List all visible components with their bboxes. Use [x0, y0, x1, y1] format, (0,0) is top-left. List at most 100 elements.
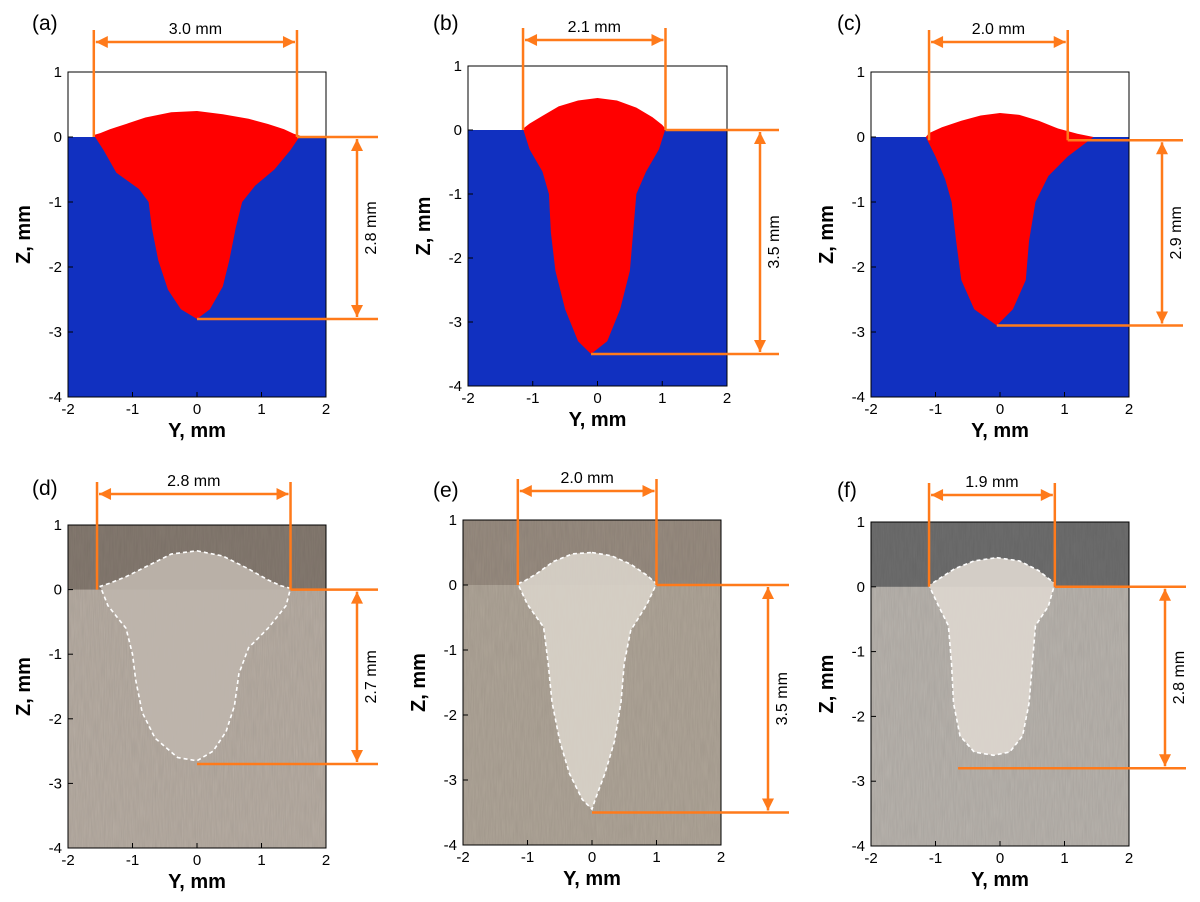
- x-tick-label: -2: [864, 401, 877, 418]
- x-tick-label: -2: [61, 852, 74, 869]
- x-tick-label: 2: [723, 390, 731, 407]
- panel-label: (a): [32, 12, 58, 35]
- y-tick-label: 1: [54, 64, 62, 81]
- depth-arrowhead-bottom: [762, 798, 774, 811]
- plot-area: [871, 72, 1129, 397]
- width-label: 2.0 mm: [560, 470, 613, 487]
- y-tick-label: -3: [852, 773, 865, 790]
- y-tick-label: 1: [857, 514, 865, 531]
- x-tick-label: 1: [257, 852, 265, 869]
- dimension-annotations: 2.0 mm 2.9 mm: [927, 21, 1185, 327]
- width-label: 2.0 mm: [972, 21, 1025, 38]
- dimension-annotations: 2.0 mm 3.5 mm: [516, 470, 791, 814]
- plot-area: [463, 520, 721, 845]
- plot-area: [68, 72, 326, 397]
- dimension-annotations: 2.8 mm 2.7 mm: [95, 473, 380, 766]
- y-tick-label: -4: [49, 840, 62, 857]
- y-tick-label: -2: [852, 259, 865, 276]
- x-axis-title: Y, mm: [971, 420, 1029, 442]
- y-tick-label: 0: [449, 577, 457, 594]
- depth-arrowhead-top: [762, 587, 774, 599]
- panel-label: (e): [433, 479, 459, 502]
- width-arrowhead-left: [95, 36, 108, 48]
- y-tick-label: -4: [49, 389, 62, 406]
- y-tick-label: -4: [852, 389, 865, 406]
- fusion-line: [516, 551, 658, 811]
- fusion-zone: [517, 552, 657, 810]
- panel-e: 10-1-2-3-4-2 -1 0 1 2Y, mmZ, mm(e)2.0 mm3.5 …: [408, 470, 791, 890]
- fusion-line: [928, 556, 1056, 757]
- y-tick-label: -2: [449, 250, 462, 267]
- panel-a: 10-1-2-3-4-2 -1 0 1 2Y, mmZ, mm(a) 3.0 mm2.8 …: [13, 12, 380, 442]
- y-axis-title: Z, mm: [408, 653, 430, 712]
- depth-arrowhead-top: [351, 591, 363, 604]
- width-arrowhead-right: [642, 485, 655, 497]
- width-arrowhead-right: [1040, 489, 1053, 501]
- width-arrowhead-left: [99, 488, 112, 500]
- panel-c: 10-1-2-3-4-2 -1 0 1 2Y, mmZ, mm(c) 2.0 mm2.9 …: [816, 12, 1185, 442]
- depth-arrowhead-top: [754, 132, 766, 144]
- y-tick-label: -1: [49, 194, 62, 211]
- x-tick-label: 1: [652, 849, 660, 866]
- x-tick-label: -2: [461, 390, 474, 407]
- x-tick-label: -2: [864, 850, 877, 867]
- width-arrowhead-right: [1053, 36, 1066, 48]
- x-axis-title: Y, mm: [168, 420, 226, 442]
- molten-pool: [523, 98, 666, 354]
- y-tick-label: -3: [49, 775, 62, 792]
- x-tick-label: 2: [1125, 850, 1133, 867]
- panel-label: (f): [837, 479, 857, 502]
- x-tick-label: 2: [322, 852, 330, 869]
- y-axis-title: Z, mm: [13, 657, 35, 716]
- depth-label: 3.5 mm: [774, 672, 791, 725]
- y-tick-label: 0: [857, 579, 865, 596]
- x-tick-label: 1: [1060, 850, 1068, 867]
- panel-d: 10-1-2-3-4-2 -1 0 1 2Y, mmZ, mm(d) 2.8 mm2.7 …: [13, 473, 380, 893]
- dimension-annotations: 1.9 mm 2.8 mm: [927, 474, 1188, 770]
- width-arrowhead-left: [525, 34, 538, 46]
- y-tick-label: -2: [852, 708, 865, 725]
- depth-label: 3.5 mm: [766, 215, 783, 268]
- x-tick-label: -1: [126, 401, 139, 418]
- y-tick-label: -4: [449, 378, 462, 395]
- y-tick-label: -2: [444, 707, 457, 724]
- y-tick-label: -1: [444, 642, 457, 659]
- x-tick-label: 1: [1060, 401, 1068, 418]
- depth-arrowhead-bottom: [351, 305, 363, 317]
- panel-label: (d): [32, 477, 58, 500]
- depth-label: 2.9 mm: [1168, 206, 1185, 259]
- y-tick-label: -1: [49, 646, 62, 663]
- y-tick-label: -4: [852, 838, 865, 855]
- x-axis-title: Y, mm: [569, 409, 627, 431]
- y-tick-label: 0: [454, 122, 462, 139]
- y-axis-title: Z, mm: [816, 205, 838, 264]
- y-tick-label: -1: [449, 186, 462, 203]
- panel-b: 10-1-2-3-4-2 -1 0 1 2Y, mmZ, mm(b) 2.1 mm3.5 …: [413, 12, 783, 431]
- x-axis-title: Y, mm: [563, 868, 621, 890]
- x-tick-label: 1: [257, 401, 265, 418]
- y-tick-label: 1: [54, 517, 62, 534]
- y-tick-label: -3: [449, 314, 462, 331]
- width-label: 1.9 mm: [965, 474, 1018, 491]
- y-tick-label: -4: [444, 837, 457, 854]
- y-axis-title: Z, mm: [13, 205, 35, 264]
- y-tick-label: -3: [49, 324, 62, 341]
- x-tick-label: -1: [929, 401, 942, 418]
- width-label: 2.8 mm: [167, 473, 220, 490]
- y-tick-label: 0: [54, 582, 62, 599]
- x-tick-label: 0: [996, 850, 1004, 867]
- y-tick-label: -3: [852, 324, 865, 341]
- x-tick-label: 2: [1125, 401, 1133, 418]
- depth-arrowhead-bottom: [1156, 311, 1168, 324]
- panel-label: (c): [837, 12, 862, 35]
- width-arrowhead-left: [931, 36, 944, 48]
- depth-arrowhead-bottom: [1159, 754, 1171, 767]
- dimension-annotations: 3.0 mm 2.8 mm: [92, 21, 380, 321]
- molten-pool: [93, 111, 301, 319]
- fusion-zone: [929, 557, 1055, 756]
- depth-arrowhead-top: [351, 139, 363, 151]
- x-tick-label: 1: [658, 390, 666, 407]
- y-tick-label: 1: [857, 64, 865, 81]
- y-tick-label: -1: [852, 194, 865, 211]
- depth-arrowhead-top: [1159, 588, 1171, 601]
